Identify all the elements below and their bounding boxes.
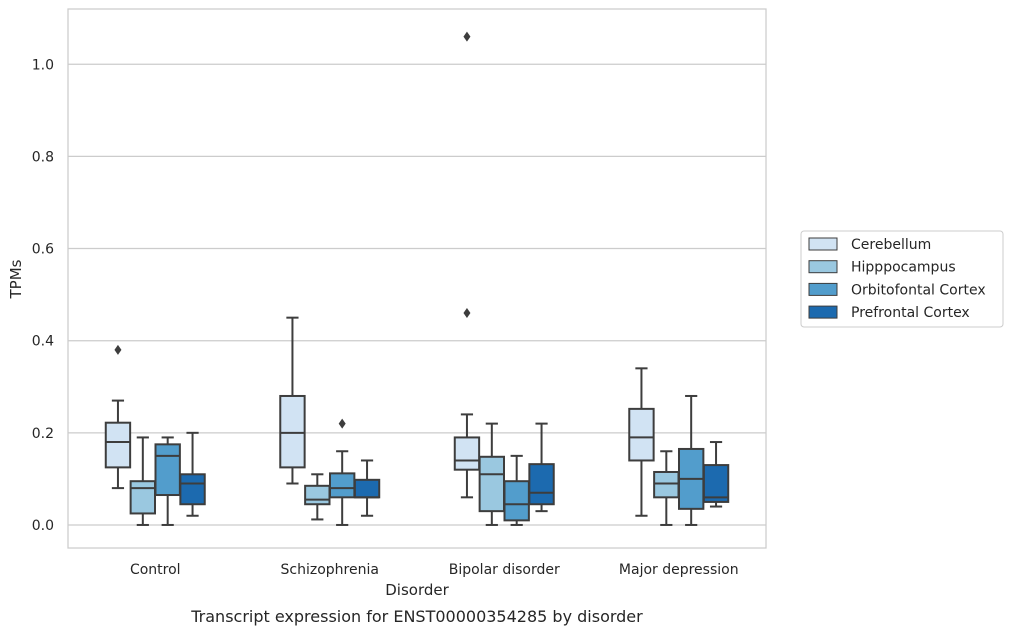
box-iqr (528, 463, 555, 506)
y-tick-label: 0.0 (32, 518, 54, 534)
box-iqr (453, 436, 481, 471)
box (702, 441, 730, 508)
box (304, 473, 331, 521)
legend-swatch (808, 305, 838, 319)
box-iqr (503, 480, 530, 522)
box-iqr (104, 421, 132, 469)
y-tick-label: 0.8 (32, 149, 54, 165)
box-iqr (328, 472, 356, 499)
legend-label: Hipppocampus (851, 260, 956, 276)
box-iqr (279, 394, 306, 469)
x-tick-label: Control (130, 562, 181, 578)
y-tick-label: 0.2 (32, 426, 54, 442)
box (478, 422, 506, 526)
y-tick-label: 0.4 (32, 334, 54, 350)
box (628, 367, 655, 517)
box-iqr (129, 480, 157, 515)
box (104, 344, 132, 490)
box (154, 436, 181, 526)
box-iqr (653, 470, 680, 499)
box-iqr (478, 455, 506, 513)
series-orbitofontal-cortex (154, 394, 705, 526)
legend-label: Cerebellum (851, 237, 931, 253)
box-iqr (702, 464, 730, 503)
box-iqr (179, 473, 206, 506)
box (129, 436, 157, 526)
y-tick-label: 0.6 (32, 242, 54, 258)
box-iqr (628, 407, 655, 462)
outlier-point (463, 31, 471, 42)
legend-label: Prefrontal Cortex (851, 305, 970, 321)
box (528, 422, 555, 513)
box (453, 31, 481, 499)
legend-label: Orbitofontal Cortex (851, 282, 986, 298)
x-tick-label: Bipolar disorder (449, 562, 560, 578)
x-tick-label: Major depression (619, 562, 739, 578)
legend-frame (800, 230, 1004, 328)
y-axis-label: TPMs (7, 259, 25, 299)
y-axis-ticks: 0.0 0.2 0.4 0.6 0.8 1.0 (32, 57, 54, 534)
box (677, 394, 705, 526)
legend-swatch (808, 282, 838, 296)
box (653, 450, 680, 526)
series-cerebellum (104, 31, 655, 517)
box (353, 459, 381, 517)
x-axis-label: Disorder (385, 581, 449, 599)
series-hipppocampus (129, 422, 680, 526)
legend-swatch (808, 260, 838, 274)
plot-area-frame (67, 8, 767, 549)
box-iqr (353, 478, 381, 499)
outlier-point (338, 418, 346, 429)
box-iqr (154, 443, 181, 497)
box (503, 454, 530, 526)
x-axis-ticks: Control Schizophrenia Bipolar disorder Majo… (130, 562, 739, 578)
box (328, 418, 356, 526)
x-tick-label: Schizophrenia (281, 562, 379, 578)
box-iqr (304, 484, 331, 506)
outlier-point (114, 344, 122, 355)
outlier-point (463, 308, 471, 319)
box-plot-series (104, 31, 730, 526)
box (179, 431, 206, 517)
legend-swatch (808, 237, 838, 251)
chart-caption: Transcript expression for ENST0000035428… (190, 607, 643, 626)
legend: Cerebellum Hipppocampus Orbitofontal Corte… (800, 230, 1004, 328)
y-tick-label: 1.0 (32, 57, 54, 73)
grid-lines (68, 63, 766, 526)
series-prefrontal-cortex (179, 422, 730, 517)
box (279, 316, 306, 485)
